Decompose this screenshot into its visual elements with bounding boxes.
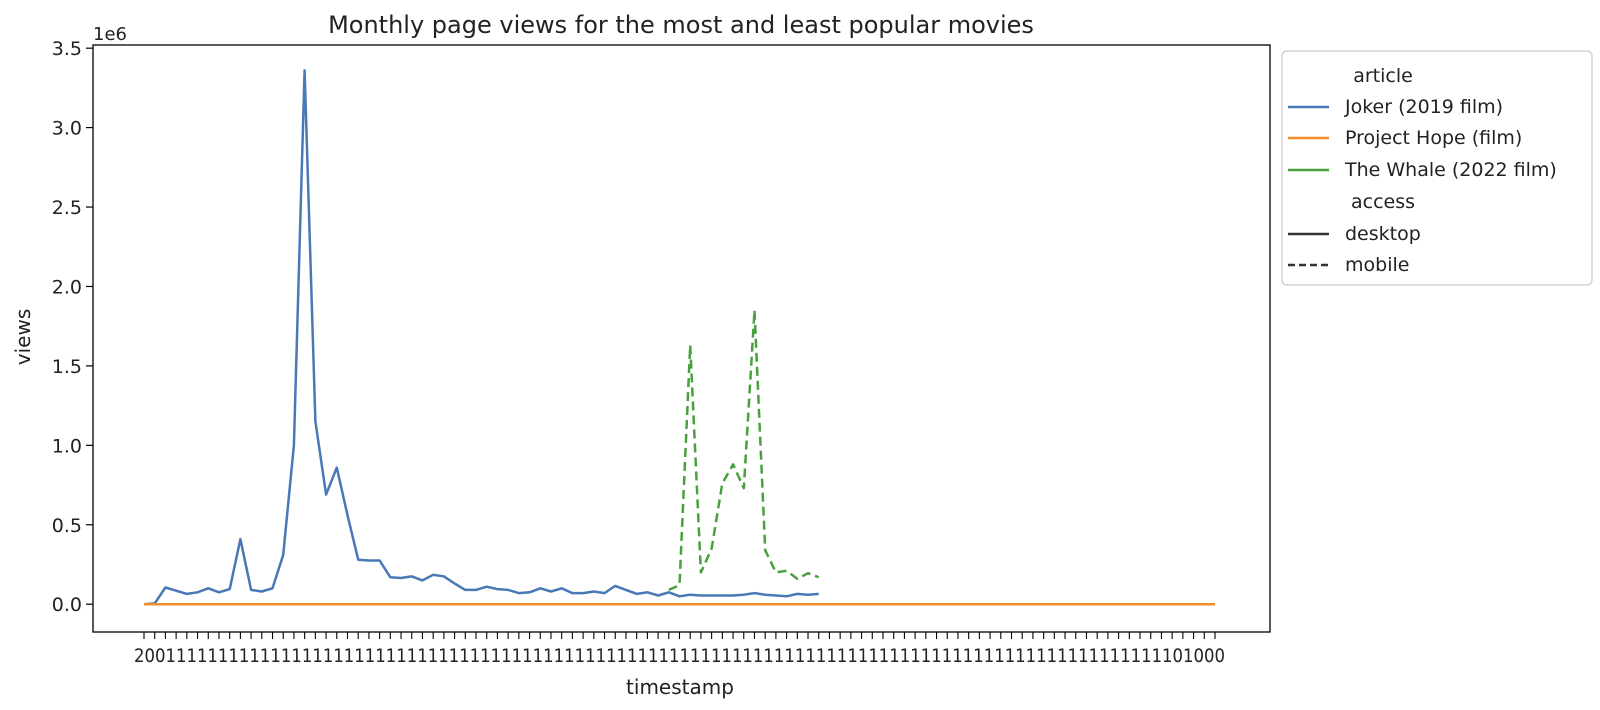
y-axis-label: views [11,309,35,365]
y-tick-label: 1.5 [52,356,82,378]
legend-access-title: access [1351,191,1415,213]
y-offset-label: 1e6 [93,24,127,45]
y-tick-label: 0.0 [52,594,82,616]
y-tick-label: 3.0 [52,118,82,140]
series-line-the-whale-2022-film [668,309,820,592]
legend-item-project-hope: Project Hope (film) [1345,127,1522,149]
chart-title: Monthly page views for the most and leas… [328,11,1034,39]
y-tick-label: 2.5 [52,197,82,219]
series-line-joker-2019-film [143,69,819,606]
legend-item-desktop: desktop [1345,223,1421,245]
legend-item-joker: Joker (2019 film) [1344,96,1503,118]
legend-item-the-whale: The Whale (2022 film) [1344,159,1557,181]
legend-article-title: article [1353,65,1413,87]
plot-area: 0.0 0.5 1.0 1.5 2.0 2.5 3.0 3.5 2001111111111111… [52,38,1271,667]
y-tick-label: 1.0 [52,435,82,457]
legend: article Joker (2019 film) Project Hope (… [1281,50,1593,286]
y-tick-label: 2.0 [52,276,82,298]
axes-frame [92,44,1271,633]
y-tick-label: 0.5 [52,515,82,537]
x-axis-label: timestamp [626,675,734,699]
legend-frame [1281,50,1593,286]
legend-item-mobile: mobile [1345,254,1409,276]
y-tick-label: 3.5 [52,38,82,60]
x-tick-labels: 2001111111111111111111111111111111111111… [134,645,1225,667]
